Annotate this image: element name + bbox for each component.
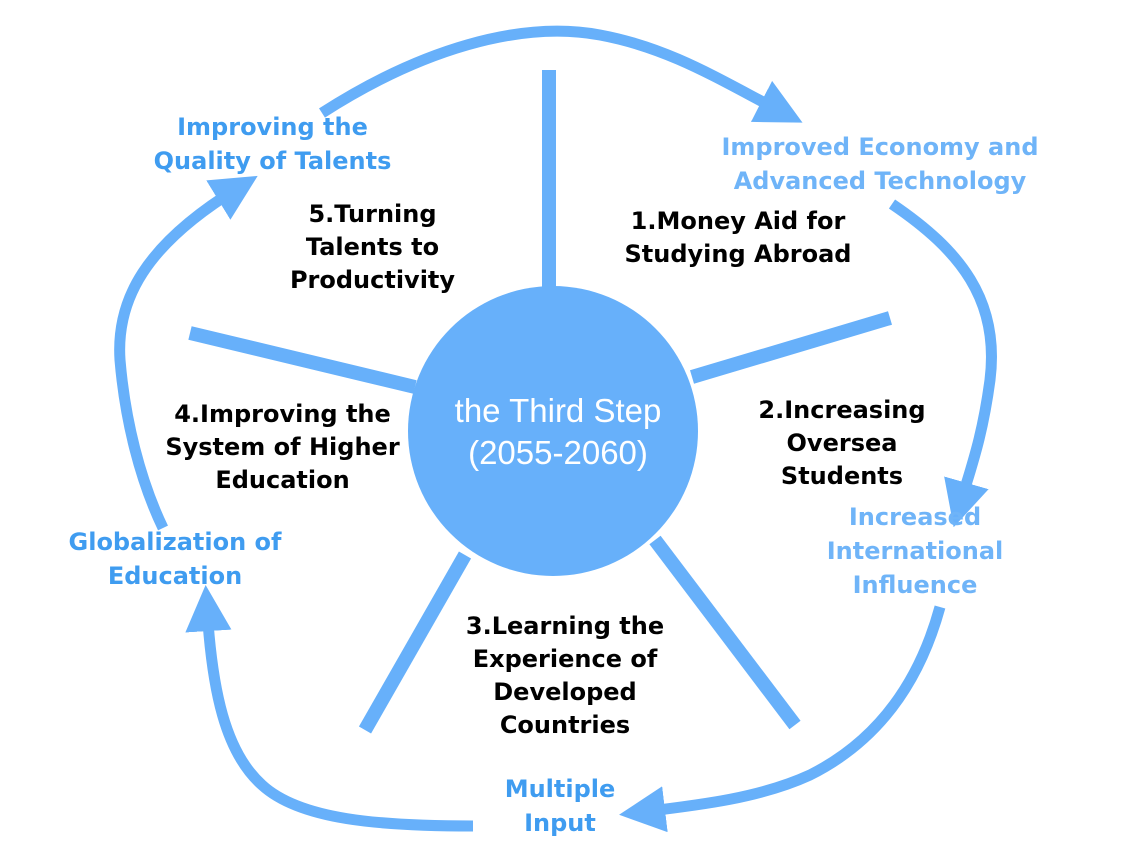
outcome-multiple-input: Multiple Input	[470, 772, 650, 840]
step-2-line-1: 2.Increasing	[758, 396, 926, 424]
step-1-line-1: 1.Money Aid for	[630, 207, 846, 235]
spoke-right	[690, 311, 892, 384]
step-3-label: 3.Learning the Experience of Developed C…	[440, 610, 690, 742]
spoke-bottom-left	[358, 551, 472, 734]
outcome-globalization-line-1: Globalization of	[68, 528, 282, 556]
outcome-international-influence: Increased International Influence	[800, 500, 1030, 602]
step-2-line-3: Students	[780, 462, 904, 490]
outcome-influence-line-1: Increased	[848, 503, 982, 531]
outcome-influence-line-2: International	[826, 537, 1004, 565]
center-title: the Third Step (2055-2060)	[413, 390, 703, 474]
spoke-bottom-right	[649, 535, 801, 730]
arrow-economy-to-influence	[888, 199, 997, 528]
step-4-line-2: System of Higher	[165, 433, 400, 461]
step-4-label: 4.Improving the System of Higher Educati…	[150, 398, 415, 497]
outcome-input-line-2: Input	[524, 809, 596, 837]
step-5-label: 5.Turning Talents to Productivity	[270, 198, 475, 297]
outcome-input-line-1: Multiple	[504, 775, 616, 803]
arrow-influence-to-input	[619, 605, 946, 833]
arrow-input-to-globalization	[185, 584, 474, 832]
step-4-line-3: Education	[215, 466, 350, 494]
arrow-globalization-to-quality	[114, 175, 258, 531]
step-5-line-2: Talents to	[305, 233, 440, 261]
spokes	[188, 70, 892, 734]
step-1-line-2: Studying Abroad	[624, 240, 852, 268]
arrow-quality-to-economy	[319, 25, 803, 123]
center-circle	[408, 286, 698, 576]
outcome-globalization-education: Globalization of Education	[45, 525, 305, 593]
step-3-line-3: Developed	[493, 678, 637, 706]
step-2-label: 2.Increasing Oversea Students	[742, 394, 942, 493]
cycle-arrows	[114, 25, 997, 833]
step-2-line-2: Oversea	[786, 429, 898, 457]
outcome-economy-line-2: Advanced Technology	[733, 167, 1027, 195]
step-3-line-1: 3.Learning the	[465, 612, 665, 640]
step-3-line-4: Countries	[499, 711, 631, 739]
outcome-influence-line-3: Influence	[852, 571, 978, 599]
step-5-line-1: 5.Turning	[308, 200, 437, 228]
outcome-economy-technology: Improved Economy and Advanced Technology	[695, 130, 1065, 198]
outcome-quality-line-1: Improving the	[177, 113, 368, 141]
step-1-label: 1.Money Aid for Studying Abroad	[606, 205, 870, 271]
step-5-line-3: Productivity	[289, 266, 456, 294]
center-title-line-2: (2055-2060)	[468, 434, 648, 471]
outcome-quality-of-talents: Improving the Quality of Talents	[130, 110, 415, 178]
center-title-line-1: the Third Step	[454, 392, 662, 429]
outcome-quality-line-2: Quality of Talents	[153, 147, 392, 175]
spoke-left	[188, 326, 417, 394]
outcome-globalization-line-2: Education	[107, 562, 243, 590]
step-4-line-1: 4.Improving the	[174, 400, 391, 428]
outcome-economy-line-1: Improved Economy and	[721, 133, 1039, 161]
step-3-line-2: Experience of	[472, 645, 658, 673]
